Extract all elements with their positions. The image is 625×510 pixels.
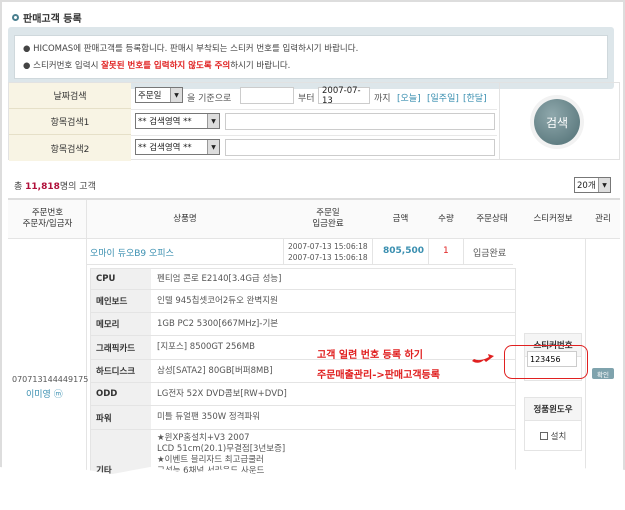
quick-month-link[interactable]: [한달] [463,94,487,104]
confirm-button[interactable]: 확인 [592,368,614,379]
date-type-select[interactable]: 주문일 ▼ [135,87,183,103]
search-button[interactable]: 검색 [534,99,580,145]
spec-row: 메모리 1GB PC2 5300[667MHz]-기본 [90,313,516,336]
spec-key: 메모리 [91,313,151,335]
notice-line-2: ● 스티커번호 입력시 잘못된 번호를 입력하지 않도록 주의하시기 바랍니다. [23,61,291,71]
spec-row: 하드디스크 삼성[SATA2] 80GB[버퍼8MB] [90,360,516,383]
circle-bullet-icon [12,14,19,21]
spec-row: 파워 미틀 듀얼팬 350W 정격파워 [90,406,516,430]
customer-count: 총 11,818명의 고객 [14,182,96,192]
spec-value: [지포스] 8500GT 256MB [157,342,255,352]
spec-value: LG전자 52X DVD콤보[RW+DVD] [157,388,287,399]
spec-key: 메인보드 [91,290,151,312]
spec-key: ODD [91,383,151,405]
chevron-down-icon: ▼ [170,88,182,102]
item1-select[interactable]: ** 검색영역 ** ▼ [135,113,220,129]
search-form: 날짜검색 항목검색1 항목검색2 주문일 ▼ 을 기준으로 부터 2007-07-… [8,82,620,161]
date-to-input[interactable]: 2007-07-13 [318,86,370,106]
order-table: 주문번호 주문자/입금자 상품명 주문일 입금완료 금액 수량 주문상태 스티커… [8,198,620,476]
notice-line-1: ● HICOMAS에 판매고객를 등록합니다. 판매시 부착되는 스티커 번호를… [23,44,359,54]
info-icon: ⓜ [53,390,63,400]
spec-row: 메인보드 인텔 945칩셋코어2듀오 완벽지원 [90,290,516,313]
quantity: 1 [443,246,449,256]
spec-value: 1GB PC2 5300[667MHz]-기본 [157,318,279,329]
order-status: 입금완료 [473,249,507,259]
spec-row: 그래픽카드 [지포스] 8500GT 256MB [90,336,516,360]
item-search-2-label: 항목검색2 [9,135,131,161]
spec-row: CPU 펜티엄 콘로 E2140[3.4G급 성능] [90,268,516,290]
page-title: 판매고객 등록 [12,10,82,25]
chevron-down-icon: ▼ [598,178,610,192]
checkbox-icon [539,431,548,440]
spec-key: CPU [91,269,151,289]
quick-week-link[interactable]: [일주일] [427,94,459,104]
install-checkbox[interactable]: 설치 [524,421,582,451]
date-from-input[interactable] [240,87,294,104]
product-link[interactable]: 오마이 듀오B9 오피스 [90,249,174,259]
chevron-down-icon: ▼ [207,140,219,154]
item-search-1-label: 항목검색1 [9,109,131,135]
customer-name[interactable]: 이미영 ⓜ [26,390,63,400]
sticker-number-input[interactable] [527,351,577,367]
item2-input[interactable] [225,139,495,156]
spec-row: ODD LG전자 52X DVD콤보[RW+DVD] [90,383,516,406]
spec-key: 기타 [91,430,151,476]
spec-value: 인텔 945칩셋코어2듀오 완벽지원 [157,295,278,306]
notice-box: ● HICOMAS에 판매고객를 등록합니다. 판매시 부착되는 스티커 번호를… [8,27,614,89]
item1-input[interactable] [225,113,495,130]
annotation: 고객 일련 번호 등록 하기 주문매출관리->판매고객등록 [317,350,440,381]
spec-value: 삼성[SATA2] 80GB[버퍼8MB] [157,365,273,376]
chevron-down-icon: ▼ [207,114,219,128]
quick-today-link[interactable]: [오늘] [397,94,421,104]
item2-select[interactable]: ** 검색영역 ** ▼ [135,139,220,155]
amount: 805,500 [383,246,424,256]
order-number: 070713144449175 [12,375,89,384]
spec-value: 펜티엄 콘로 E2140[3.4G급 성능] [157,273,282,284]
date-search-label: 날짜검색 [9,83,131,109]
spec-key: 파워 [91,406,151,429]
spec-key: 하드디스크 [91,360,151,382]
spec-row: 기타 ★윈XP홈설치+V3 2007 LCD 51cm(20.1)무결점[3년보증… [90,430,516,509]
spec-value: ★윈XP홈설치+V3 2007 LCD 51cm(20.1)무결점[3년보증] … [157,433,286,509]
page-size-select[interactable]: 20개 ▼ [574,177,611,193]
arrow-icon [472,354,494,363]
spec-value: 미틀 듀얼팬 350W 정격파워 [157,412,261,422]
spec-key: 그래픽카드 [91,336,151,359]
